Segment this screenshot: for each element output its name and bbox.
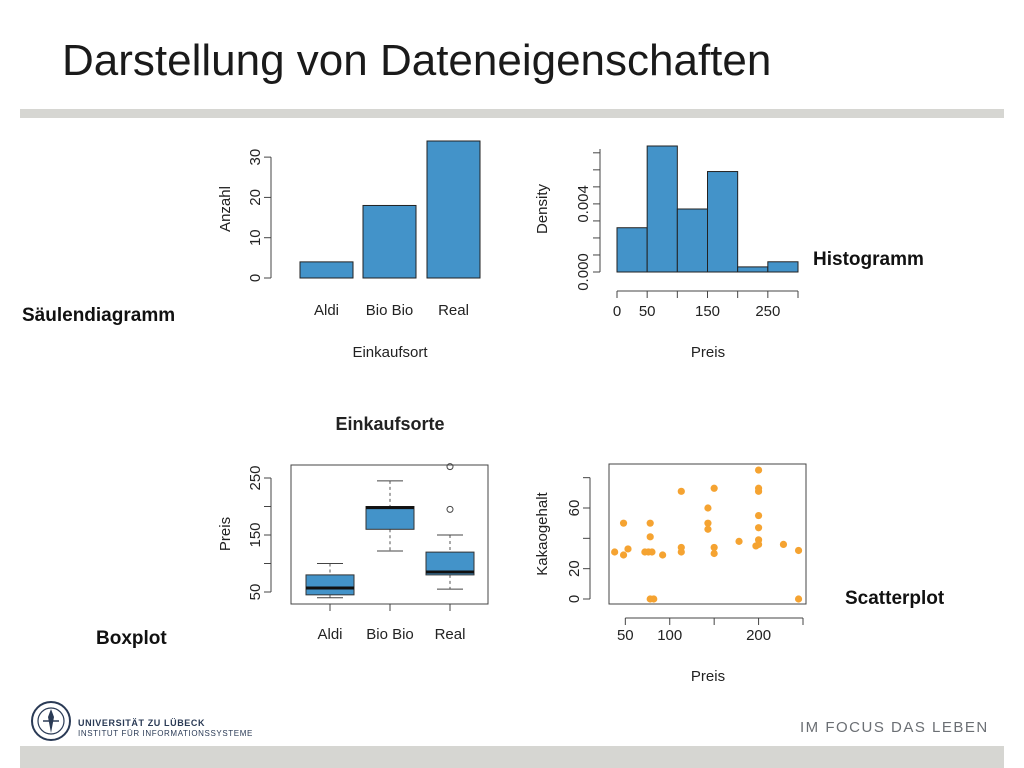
scatter-point [735, 537, 743, 545]
scatterplot-label: Scatterplot [845, 588, 945, 609]
scatter-point [704, 504, 712, 512]
scatter-point [710, 549, 718, 558]
box-y-tick-label: 250 [247, 465, 264, 490]
scatter-point [794, 546, 803, 555]
scatter-point [754, 466, 763, 474]
hist-y-axis-label: Density [534, 183, 551, 234]
scatter-point [754, 487, 763, 495]
scatter-y-tick-label: 60 [566, 500, 583, 517]
box-outlier [446, 463, 454, 471]
charts-canvas: 0 10 20 30 Aldi Bio Bio Real Einkaufsort Anzahl 0… [217, 140, 807, 685]
scatter-point [648, 548, 656, 556]
box-y-tick-label: 150 [247, 522, 264, 547]
bar-aldi [299, 261, 354, 279]
scatter-point [619, 551, 628, 559]
hist-x-tick-label: 250 [755, 303, 780, 320]
scatter-point [710, 543, 718, 552]
scatter-point [611, 548, 619, 556]
scatter-point [624, 545, 632, 553]
footer-slogan: IM FOCUS DAS LEBEN [800, 719, 989, 736]
scatter-point [650, 595, 658, 603]
hist-x-tick-label: 0 [613, 303, 621, 320]
hist-bin [616, 227, 648, 273]
scatter-point [659, 551, 667, 559]
bar-bio-bio [362, 204, 417, 279]
hist-bin [676, 208, 708, 273]
scatter-point [677, 548, 685, 556]
hist-x-axis-label: Preis [691, 344, 725, 361]
bar-x-tick-label: Bio Bio [366, 302, 414, 319]
box-real [425, 551, 475, 576]
scatter-point [710, 484, 718, 492]
scatter-point [704, 519, 712, 527]
scatter-point [704, 525, 712, 533]
bar-chart-label: Säulendiagramm [22, 305, 176, 326]
box-outlier [446, 505, 454, 513]
hist-bin [707, 171, 739, 273]
hist-bin [767, 261, 799, 273]
bar-x-tick-label: Real [438, 302, 469, 319]
scatter-frame [608, 463, 807, 605]
scatter-y-tick-label: 20 [566, 560, 583, 577]
title-divider [20, 109, 1004, 118]
bar-y-tick-label: 10 [247, 229, 264, 246]
hist-bin [737, 266, 769, 273]
hist-bin [646, 145, 678, 273]
scatter-point [794, 595, 803, 603]
scatter-point [779, 540, 788, 549]
box-y-axis-label: Preis [217, 517, 234, 551]
scatter-x-tick-label: 100 [657, 627, 682, 644]
scatter-y-tick-label: 0 [566, 595, 583, 603]
scatter-point [754, 540, 763, 549]
bar-y-tick-label: 20 [247, 189, 264, 206]
footer-bar [20, 746, 1004, 768]
slide-title: Darstellung von Dateneigenschaften [62, 36, 772, 85]
scatter-y-axis-label: Kakaogehalt [534, 491, 551, 575]
scatter-point [646, 533, 654, 541]
box-aldi [305, 574, 355, 596]
scatter-x-axis-label: Preis [691, 668, 725, 685]
university-name: UNIVERSITÄT ZU LÜBECK [78, 718, 206, 728]
histogram-label: Histogramm [813, 249, 924, 270]
hist-x-tick-label: 150 [695, 303, 720, 320]
scatter-point [677, 487, 685, 495]
scatter-point [619, 519, 628, 527]
bar-y-tick-label: 30 [247, 149, 264, 166]
box-x-tick-label: Real [435, 626, 466, 643]
hist-y-tick-label: 0.004 [575, 185, 592, 223]
scatter-point [646, 519, 654, 527]
box-x-tick-label: Bio Bio [366, 626, 414, 643]
bar-y-tick-label: 0 [247, 274, 264, 282]
box-bio-bio [365, 506, 415, 530]
hist-x-tick-label: 50 [639, 303, 656, 320]
university-seal-icon [31, 701, 71, 741]
scatter-x-tick-label: 50 [617, 627, 634, 644]
bar-x-tick-label: Aldi [314, 302, 339, 319]
scatter-point [754, 524, 763, 532]
box-x-tick-label: Aldi [317, 626, 342, 643]
hist-y-tick-label: 0.000 [575, 253, 592, 291]
scatter-x-tick-label: 200 [746, 627, 771, 644]
boxplot-label: Boxplot [96, 628, 167, 649]
boxplot-title: Einkaufsorte [335, 414, 444, 434]
scatter-point [754, 511, 763, 520]
bar-x-axis-label: Einkaufsort [352, 344, 428, 361]
bar-y-axis-label: Anzahl [217, 186, 234, 232]
institute-name: INSTITUT FÜR INFORMATIONSSYSTEME [78, 729, 253, 738]
bar-real [426, 140, 481, 279]
box-y-tick-label: 50 [247, 584, 264, 601]
